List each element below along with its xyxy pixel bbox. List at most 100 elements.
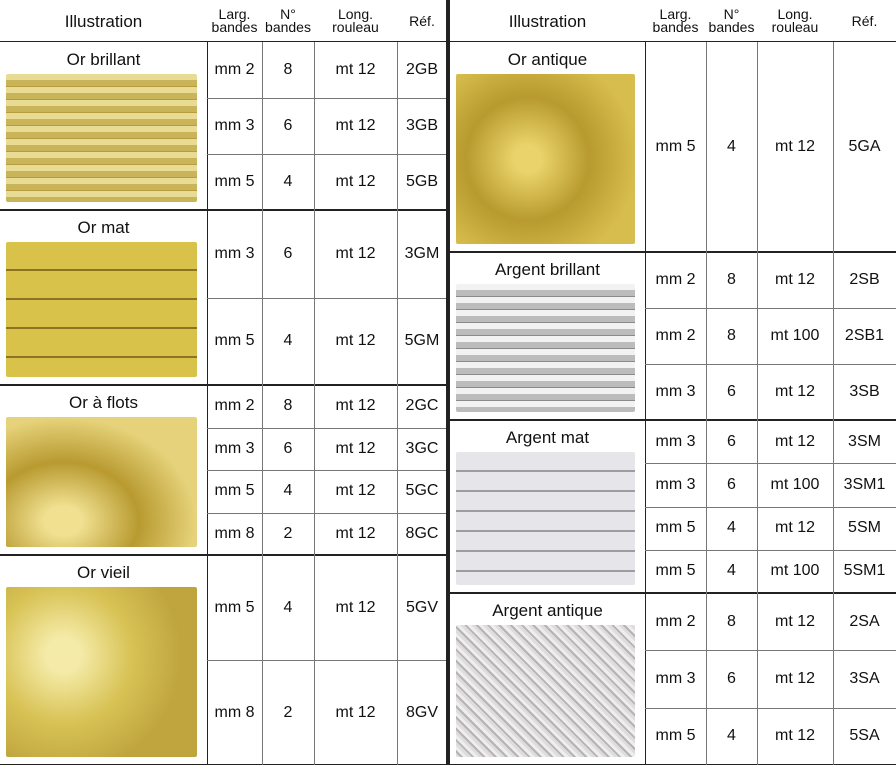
spec-cell: 4	[283, 598, 293, 616]
row-rule	[645, 463, 896, 465]
spec-cell: 3GB	[405, 117, 438, 134]
spec-cell: mm 2	[655, 271, 696, 288]
group-rule	[450, 592, 896, 594]
spec-cell: mt 12	[335, 173, 376, 190]
spec-cell: 3GC	[405, 439, 439, 457]
spec-cell: 4	[727, 562, 736, 580]
spec-cell: mm 5	[655, 138, 696, 155]
spec-cell: 5GV	[405, 598, 438, 616]
spec-cell: 4	[727, 519, 736, 537]
spec-cell: 2	[283, 703, 293, 721]
spec-cell: mt 100	[770, 562, 820, 580]
spec-cell: mm 5	[655, 519, 696, 537]
header-rule	[450, 41, 896, 42]
spec-cell: mt 100	[770, 327, 820, 344]
spec-cell: mt 12	[774, 727, 815, 745]
spec-cell: 6	[283, 117, 293, 134]
spec-cell: mm 3	[655, 383, 696, 400]
product-name: Argent antique	[492, 601, 603, 620]
column-rule	[645, 42, 646, 252]
column-header: Réf.	[851, 12, 878, 29]
row-rule	[645, 364, 896, 365]
product-swatch	[6, 587, 197, 757]
spec-cell: 6	[727, 669, 736, 687]
header-rule	[0, 41, 447, 42]
column-header: Réf.	[409, 12, 435, 29]
spec-cell: mm 3	[655, 475, 696, 493]
product-swatch	[456, 452, 635, 585]
row-rule	[645, 549, 896, 551]
spec-cell: 2SB1	[844, 327, 885, 344]
column-rule	[757, 42, 758, 765]
spec-cell: mm 5	[214, 482, 255, 500]
spec-cell: 5SM1	[843, 562, 886, 580]
spec-cell: 3SA	[849, 669, 880, 687]
spec-cell: mt 12	[335, 439, 376, 457]
product-name: Or vieil	[77, 563, 130, 582]
spec-cell: 6	[283, 439, 293, 457]
column-header: Larg. bandes	[211, 6, 258, 35]
spec-cell: 3SM1	[843, 475, 886, 493]
spec-cell: 8	[283, 397, 293, 415]
row-rule	[645, 650, 896, 652]
product-swatch	[456, 74, 635, 244]
spec-cell: 3SB	[849, 383, 880, 400]
spec-cell: mt 12	[774, 612, 815, 630]
column-header: Long. rouleau	[771, 6, 819, 35]
spec-cell: 5GM	[404, 332, 440, 350]
row-rule	[645, 506, 896, 508]
spec-cell: 5GC	[405, 482, 439, 500]
spec-cell: 4	[283, 173, 293, 190]
product-swatch	[456, 625, 635, 757]
spec-cell: 5SM	[848, 519, 881, 537]
spec-cell: 5GA	[848, 138, 881, 155]
group-rule	[0, 384, 447, 386]
product-name: Or mat	[77, 218, 130, 237]
product-swatch	[456, 284, 635, 412]
product-swatch	[6, 242, 197, 377]
product-name: Or antique	[507, 50, 588, 69]
spec-cell: mt 100	[770, 475, 820, 493]
column-header: Illustration	[64, 11, 143, 31]
row-rule	[207, 154, 447, 155]
spec-cell: mm 3	[214, 117, 255, 134]
spec-cell: 6	[727, 432, 736, 450]
column-rule	[706, 42, 707, 765]
spec-cell: mm 3	[214, 439, 255, 457]
spec-cell: mt 12	[774, 138, 815, 155]
spec-cell: 8GV	[405, 703, 438, 721]
row-rule	[207, 98, 447, 99]
spec-cell: 5GB	[405, 173, 438, 190]
spec-cell: mt 12	[335, 482, 376, 500]
spec-cell: 8	[283, 61, 293, 78]
spec-cell: mm 2	[655, 327, 696, 344]
spec-cell: 6	[283, 244, 293, 262]
center-divider	[446, 0, 450, 765]
spec-cell: 8	[727, 271, 736, 288]
spec-cell: 2SA	[849, 612, 880, 630]
spec-cell: mt 12	[335, 61, 376, 78]
spec-cell: mt 12	[335, 332, 376, 350]
row-rule	[207, 427, 447, 429]
column-header: Illustration	[508, 11, 587, 31]
spec-cell: mt 12	[335, 524, 376, 542]
spec-cell: 8	[727, 612, 736, 630]
group-rule	[0, 554, 447, 556]
spec-cell: 6	[727, 383, 736, 400]
column-header: Long. rouleau	[332, 6, 379, 35]
spec-cell: 4	[283, 332, 293, 350]
spec-cell: 3GM	[404, 244, 440, 262]
product-name: Argent brillant	[495, 260, 600, 279]
column-rule	[645, 593, 646, 765]
group-rule	[450, 251, 896, 253]
product-name: Or brillant	[66, 50, 141, 69]
product-swatch	[6, 74, 197, 202]
group-rule	[0, 209, 447, 211]
spec-cell: mm 5	[214, 332, 255, 350]
spec-cell: mm 8	[214, 703, 255, 721]
group-rule	[450, 419, 896, 421]
column-header: N° bandes	[708, 6, 755, 35]
column-rule	[833, 42, 834, 765]
column-rule	[645, 252, 646, 420]
